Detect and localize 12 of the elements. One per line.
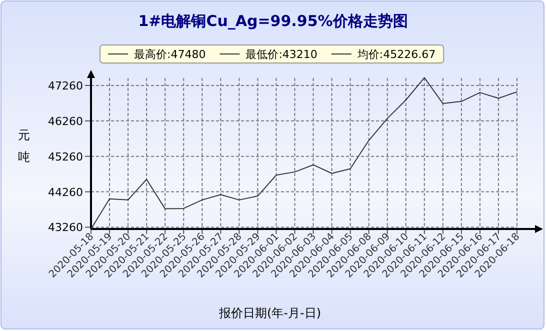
text: 最高价:47480 <box>134 48 206 61</box>
y-tick-label: 44260 <box>48 186 83 199</box>
y-tick-label: 43260 <box>48 221 83 234</box>
y-tick-label: 46260 <box>48 114 83 128</box>
y-axis-title: 元吨 <box>18 128 30 164</box>
chart-title: 1#电解铜Cu_Ag=99.95%价格走势图 <box>138 12 408 30</box>
x-axis-title: 报价日期(年-月-日) <box>218 306 322 320</box>
text: 均价:45226.67 <box>356 48 436 61</box>
line-series <box>90 77 518 230</box>
text: 最低价:43210 <box>246 48 318 61</box>
y-tick-label: 47260 <box>48 79 83 92</box>
y-tick-label: 45260 <box>48 150 83 164</box>
